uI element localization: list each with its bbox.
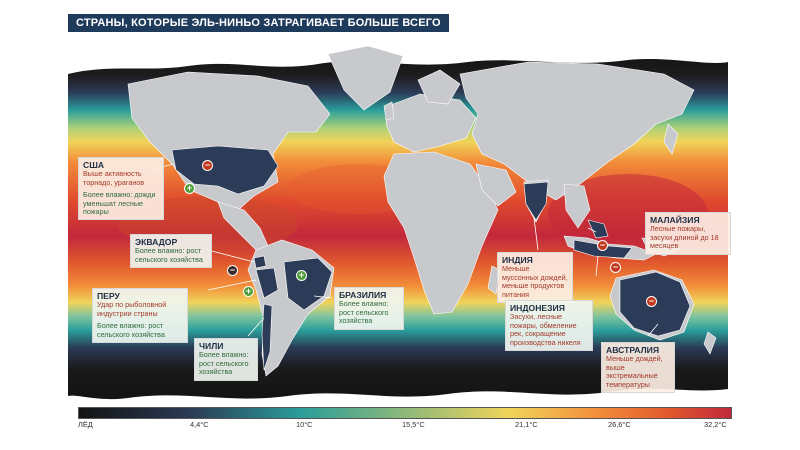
callout-chile-line1: Более влажно: рост сельского хозяйства [199,350,249,377]
callout-peru-line1: Удар по рыболовной индустрии страны [97,300,167,318]
callout-usa: США Выше активность торнадо, ураганов Бо… [78,157,164,221]
legend-label-10: 10°C [296,420,313,429]
minus-marker-icon: − [610,262,621,273]
callout-chile: ЧИЛИ Более влажно: рост сельского хозяйс… [194,338,258,381]
plus-marker-icon: + [184,183,195,194]
callout-usa-name: США [83,160,105,170]
temperature-legend-bar [78,407,732,419]
callout-india: ИНДИЯ Меньше муссонных дождей, меньше пр… [497,252,573,304]
callout-india-name: ИНДИЯ [502,255,533,265]
chile-shape [261,303,273,371]
india-shape [523,181,549,221]
usa-shape [171,145,279,195]
callout-australia: АВСТРАЛИЯ Меньше дождей, выше экстремаль… [601,342,675,394]
legend-label-ice: ЛЁД [78,420,93,429]
callout-indonesia: ИНДОНЕЗИЯ Засухи, лесные пожары, обмелен… [505,300,593,352]
callout-ecuador-line1: Более влажно: рост сельского хозяйства [135,246,203,264]
minus-marker-icon: − [202,160,213,171]
peru-shape [255,267,279,299]
callout-brazil-name: БРАЗИЛИЯ [339,290,387,300]
callout-peru: ПЕРУ Удар по рыболовной индустрии страны… [92,288,188,344]
callout-ecuador: ЭКВАДОР Более влажно: рост сельского хоз… [130,234,212,269]
minus-marker-icon: − [646,296,657,307]
map-title: СТРАНЫ, КОТОРЫЕ ЭЛЬ-НИНЬО ЗАТРАГИВАЕТ БО… [68,14,449,32]
temperature-map [68,14,728,406]
malaysia-shape [587,219,609,239]
callout-brazil-line1: Более влажно: рост сельского хозяйства [339,299,389,326]
plus-marker-icon: + [243,286,254,297]
legend-label-32: 32,2°C [704,420,727,429]
callout-usa-line2: Более влажно: дожди уменьшат лесные пожа… [83,190,156,217]
callout-brazil: БРАЗИЛИЯ Более влажно: рост сельского хо… [334,287,404,330]
plus-marker-icon: + [296,270,307,281]
callout-australia-line1: Меньше дождей, выше экстремальные темпер… [606,354,663,389]
callout-malaysia-name: МАЛАЙЗИЯ [650,215,700,225]
legend-label-15: 15,5°C [402,420,425,429]
callout-peru-line2: Более влажно: рост сельского хозяйства [97,321,165,339]
ecuador-shape [253,255,267,269]
callout-malaysia-line1: Лесные пожары, засухи длиной до 18 месяц… [650,224,719,251]
leader-lines [149,163,659,337]
callout-peru-name: ПЕРУ [97,291,120,301]
callout-india-line1: Меньше муссонных дождей, меньше продукто… [502,264,568,299]
minus-marker-icon: − [597,240,608,251]
legend-label-4: 4,4°C [190,420,209,429]
callout-chile-name: ЧИЛИ [199,341,224,351]
legend-label-26: 26,6°C [608,420,631,429]
legend-label-21: 21,1°C [515,420,538,429]
callout-indonesia-line1: Засухи, лесные пожары, обмеление рек, со… [510,312,581,347]
callout-ecuador-name: ЭКВАДОР [135,237,178,247]
callout-australia-name: АВСТРАЛИЯ [606,345,659,355]
callout-indonesia-name: ИНДОНЕЗИЯ [510,303,565,313]
minus-marker-icon: − [227,265,238,276]
callout-usa-line1: Выше активность торнадо, ураганов [83,169,145,187]
callout-malaysia: МАЛАЙЗИЯ Лесные пожары, засухи длиной до… [645,212,731,255]
ocean-temperature-map-svg [68,45,728,400]
